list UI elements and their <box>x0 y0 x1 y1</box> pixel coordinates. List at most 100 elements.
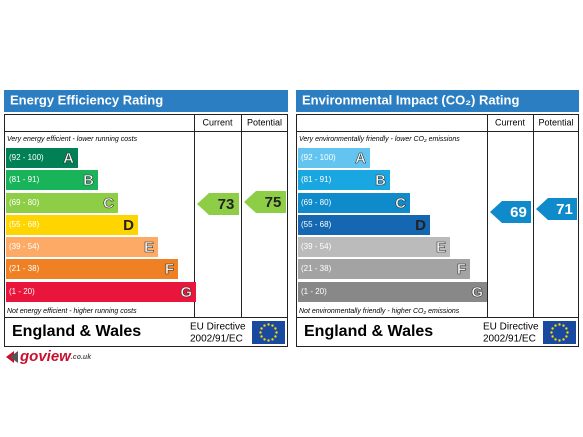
rating-value: 69 <box>510 204 527 221</box>
band-range: (92 - 100) <box>9 153 44 162</box>
eu-star <box>271 324 274 327</box>
band-range: (81 - 91) <box>301 175 332 184</box>
band-letter: F <box>457 261 466 278</box>
panel-frame <box>4 114 288 347</box>
band-range: (39 - 54) <box>9 242 40 251</box>
band-range: (1 - 20) <box>9 287 35 296</box>
band-letter: C <box>395 195 406 212</box>
rating-value: 71 <box>556 201 573 218</box>
eu-star <box>260 327 263 330</box>
eu-star <box>263 338 266 341</box>
band-range: (81 - 91) <box>9 175 40 184</box>
rating-band <box>298 259 470 279</box>
column-header: Potential <box>538 117 573 127</box>
rating-band <box>6 282 196 302</box>
column-header: Current <box>202 117 233 127</box>
band-range: (92 - 100) <box>301 153 336 162</box>
directive-line: EU Directive <box>190 322 246 333</box>
top-note: Very environmentally friendly - lower CO… <box>299 136 460 143</box>
band-letter: B <box>83 172 94 189</box>
rating-band <box>298 148 370 168</box>
rating-band <box>298 282 487 302</box>
bottom-note: Not energy efficient - higher running co… <box>7 308 137 315</box>
rating-value: 75 <box>265 194 282 211</box>
rating-band <box>298 237 450 257</box>
directive-line: 2002/91/EC <box>483 334 536 345</box>
rating-panel: Environmental Impact (CO₂) Rating Current… <box>296 90 579 347</box>
eu-star <box>274 335 277 338</box>
eu-star <box>259 331 262 334</box>
eu-star <box>565 335 568 338</box>
band-letter: E <box>144 239 154 256</box>
rating-arrow <box>244 191 286 213</box>
band-letter: D <box>123 217 134 234</box>
band-letter: A <box>63 150 74 167</box>
eu-star <box>558 323 561 326</box>
eu-star <box>550 331 553 334</box>
band-letter: C <box>103 195 114 212</box>
band-letter: F <box>165 261 174 278</box>
eu-star <box>554 324 557 327</box>
rating-arrow <box>536 198 577 220</box>
directive-line: EU Directive <box>483 322 539 333</box>
band-letter: G <box>471 284 483 301</box>
rating-panel: Energy Efficiency Rating Current Potential… <box>4 90 288 347</box>
rating-band <box>6 259 178 279</box>
band-range: (55 - 68) <box>301 220 332 229</box>
column-header: Potential <box>247 117 282 127</box>
logo-text: goview.co.uk <box>19 348 92 365</box>
panel-frame <box>296 114 579 347</box>
eu-star <box>275 331 278 334</box>
band-letter: B <box>375 172 386 189</box>
rating-band <box>298 170 390 190</box>
eu-star <box>551 335 554 338</box>
band-range: (39 - 54) <box>301 242 332 251</box>
rating-band <box>298 215 430 235</box>
band-range: (69 - 80) <box>301 198 332 207</box>
rating-band <box>6 237 158 257</box>
eu-star <box>554 338 557 341</box>
band-letter: G <box>180 284 192 301</box>
rating-band <box>6 215 138 235</box>
band-range: (69 - 80) <box>9 198 40 207</box>
band-letter: D <box>415 217 426 234</box>
directive-line: 2002/91/EC <box>190 334 243 345</box>
eu-star <box>566 331 569 334</box>
band-range: (55 - 68) <box>9 220 40 229</box>
eu-star <box>562 338 565 341</box>
band-range: (21 - 38) <box>301 264 332 273</box>
eu-star <box>260 335 263 338</box>
band-letter: A <box>355 150 366 167</box>
bottom-note: Not environmentally friendly - higher CO… <box>299 308 460 315</box>
rating-band <box>6 170 98 190</box>
eu-star <box>274 327 277 330</box>
rating-band <box>6 148 78 168</box>
logo-suffix: .co.uk <box>71 354 92 361</box>
rating-arrow <box>197 193 239 215</box>
panel-title: Environmental Impact (CO₂) Rating <box>302 92 519 107</box>
eu-star <box>267 323 270 326</box>
eu-star <box>558 339 561 342</box>
rating-value: 73 <box>218 196 235 213</box>
logo-mark <box>10 351 18 363</box>
top-note: Very energy efficient - lower running co… <box>7 136 138 143</box>
column-header: Current <box>495 117 526 127</box>
eu-star <box>271 338 274 341</box>
eu-flag <box>252 321 285 344</box>
eu-flag <box>543 321 576 344</box>
band-letter: E <box>436 239 446 256</box>
rating-band <box>6 193 118 213</box>
logo-name: goview <box>19 348 72 365</box>
band-range: (1 - 20) <box>301 287 327 296</box>
panel-title: Energy Efficiency Rating <box>10 92 163 107</box>
rating-band <box>298 193 410 213</box>
region: England & Wales <box>304 323 433 340</box>
title-bar <box>296 90 579 112</box>
title-bar <box>4 90 288 112</box>
logo: goview.co.uk <box>6 348 92 365</box>
eu-star <box>565 327 568 330</box>
eu-star <box>551 327 554 330</box>
eu-star <box>263 324 266 327</box>
region: England & Wales <box>12 323 141 340</box>
